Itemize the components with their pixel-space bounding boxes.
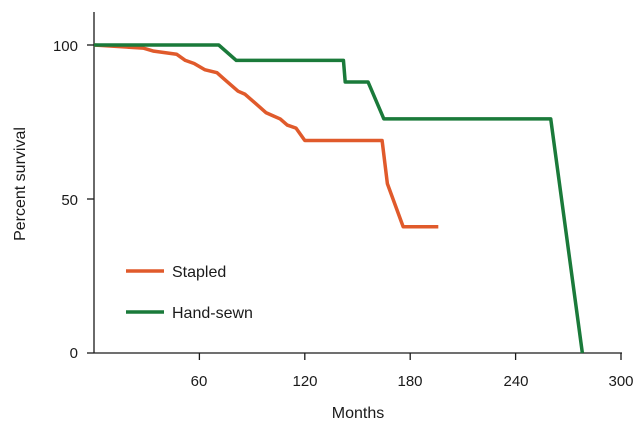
x-tick-label: 120 [292,373,317,390]
x-tick-labels: 60 120 180 240 300 [191,373,634,390]
y-tick-label: 50 [61,192,78,209]
x-tick-label: 180 [397,373,422,390]
y-tick-label: 100 [53,38,78,55]
legend-label-stapled: Stapled [172,264,226,281]
y-tick-label: 0 [70,345,78,362]
legend-label-hand-sewn: Hand-sewn [172,305,253,322]
x-tick-label: 300 [608,373,633,390]
tick-marks [87,44,622,360]
y-tick-labels: 0 50 100 [53,38,78,362]
x-axis-title: Months [332,405,384,422]
legend: Stapled Hand-sewn [126,264,253,322]
x-tick-label: 240 [503,373,528,390]
series-lines [93,43,585,354]
y-axis-title: Percent survival [12,127,29,241]
series-line-stapled [93,43,439,229]
x-tick-label: 60 [191,373,208,390]
series-line-hand-sewn [94,43,585,354]
axes [93,12,622,354]
